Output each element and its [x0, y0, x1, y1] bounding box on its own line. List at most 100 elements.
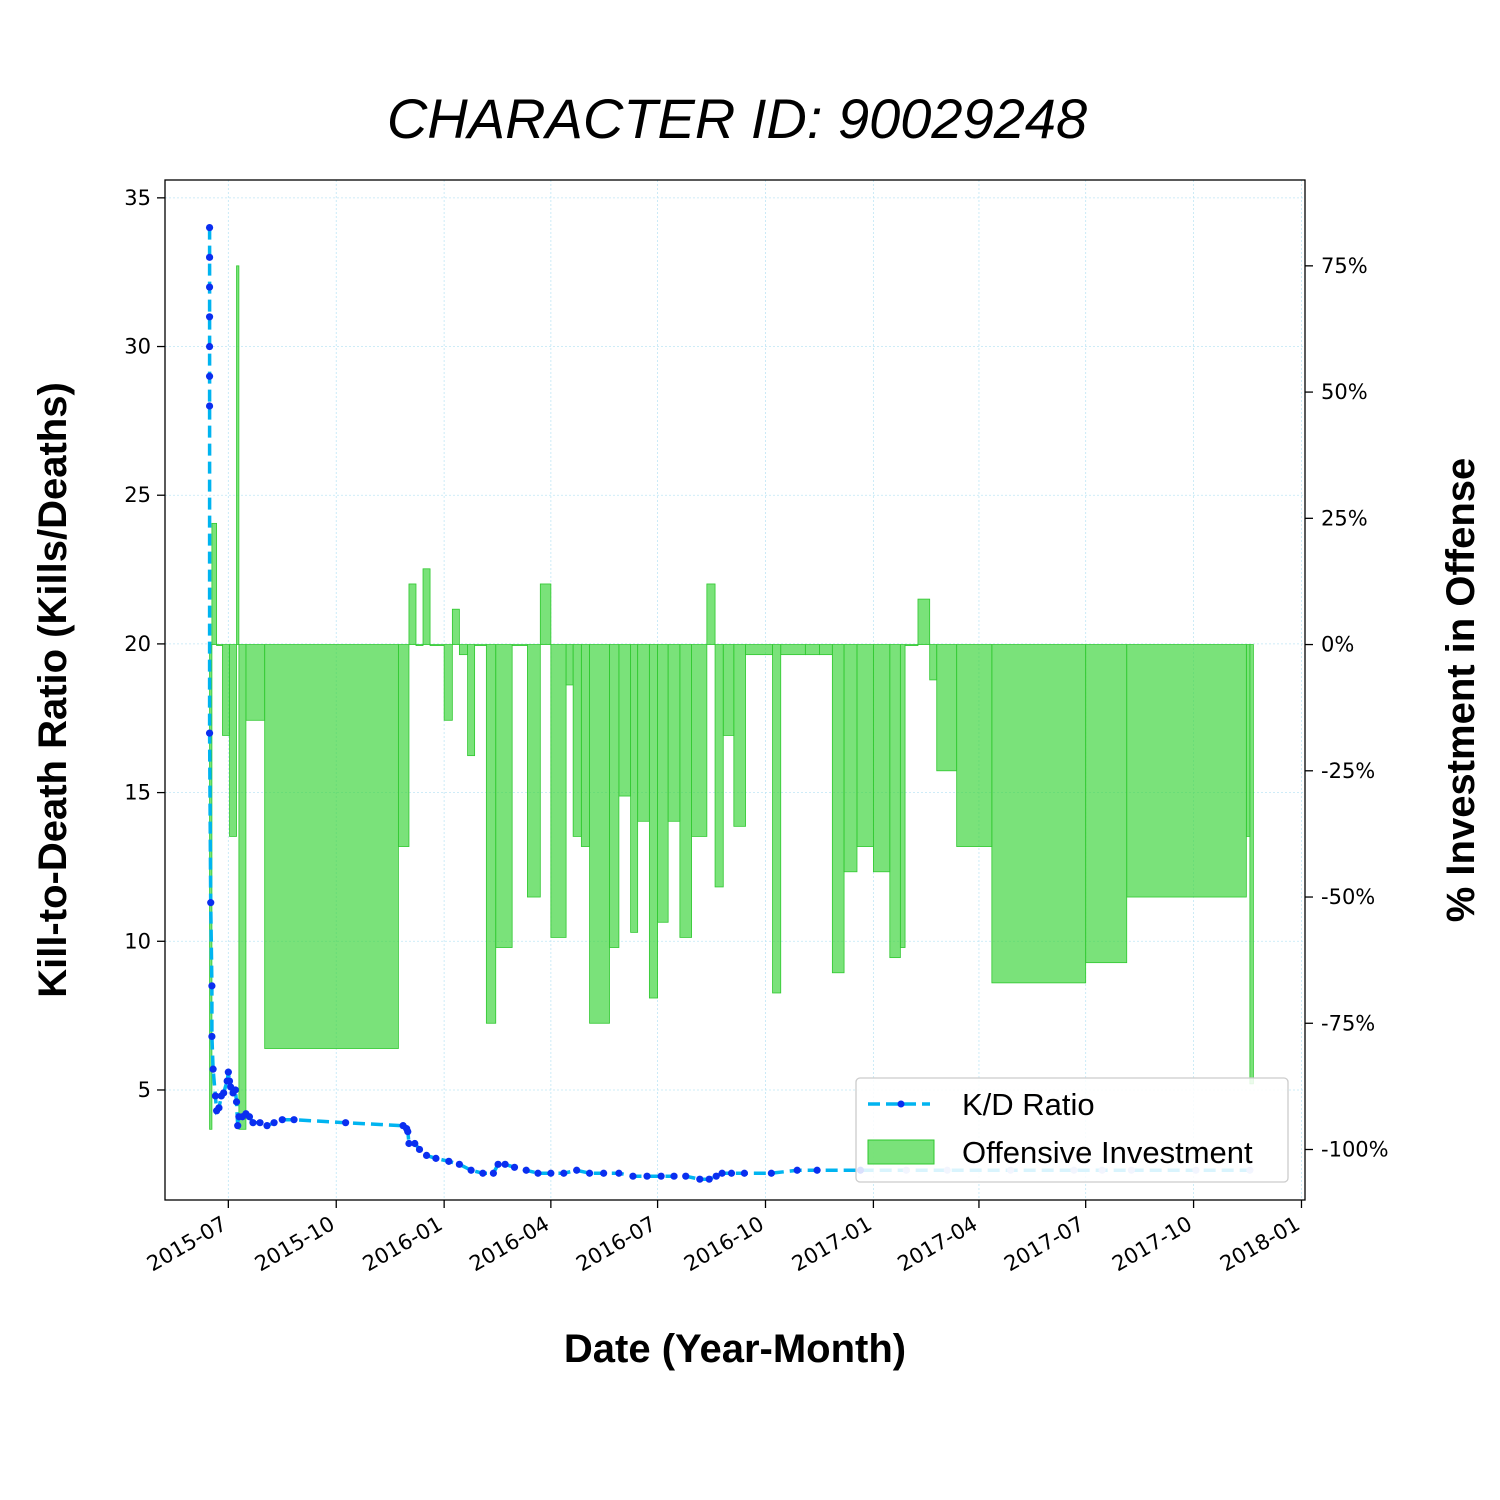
investment-step: [691, 644, 708, 837]
kd-ratio-point: [205, 283, 214, 291]
kd-ratio-point: [455, 1160, 463, 1168]
kd-ratio-point: [547, 1169, 555, 1177]
investment-step: [443, 644, 453, 721]
investment-step: [216, 644, 223, 646]
investment-step: [899, 644, 906, 948]
kd-ratio-point: [422, 1151, 431, 1159]
kd-ratio-point: [793, 1166, 801, 1174]
kd-ratio-point: [560, 1169, 568, 1177]
y-tick-label: 20: [124, 632, 151, 656]
investment-step: [956, 644, 993, 847]
investment-step: [451, 608, 460, 645]
investment-area-group: [209, 265, 1254, 1130]
investment-step: [657, 644, 669, 923]
kd-ratio-point: [445, 1157, 453, 1165]
legend-investment-swatch: [867, 1139, 935, 1165]
kd-ratio-point: [629, 1172, 637, 1180]
investment-step: [872, 644, 891, 873]
investment-step: [889, 644, 901, 959]
investment-step: [637, 644, 650, 822]
investment-step: [429, 644, 445, 646]
kd-ratio-point: [207, 899, 215, 907]
kd-ratio-point: [209, 1065, 217, 1073]
kd-ratio-point: [740, 1169, 748, 1177]
kd-ratio-point: [270, 1119, 278, 1127]
kd-ratio-point: [256, 1119, 264, 1127]
investment-step: [917, 598, 931, 645]
kd-ratio-point: [712, 1172, 720, 1180]
legend-label-offensive-investment: Offensive Investment: [962, 1135, 1253, 1170]
investment-step: [714, 644, 724, 888]
kd-ratio-point: [232, 1098, 241, 1106]
kd-ratio-point: [615, 1169, 623, 1177]
investment-step: [648, 644, 658, 999]
x-axis-label: Date (Year-Month): [564, 1327, 906, 1371]
kd-ratio-point: [205, 729, 214, 737]
kd-ratio-point: [696, 1175, 704, 1183]
y-tick-label: 5: [138, 1078, 151, 1102]
kd-ratio-point: [510, 1163, 519, 1171]
legend-frame: [855, 1077, 1289, 1183]
kd-ratio-point: [205, 223, 214, 232]
kd-ratio-point: [705, 1175, 713, 1183]
investment-step: [408, 583, 417, 645]
y-tick-label: 35: [124, 186, 151, 210]
kd-ratio-point: [245, 1113, 254, 1121]
kd-ratio-point: [205, 313, 214, 321]
kd-ratio-point: [220, 1089, 228, 1097]
kd-ratio-point: [411, 1139, 419, 1148]
investment-step: [238, 644, 247, 1130]
investment-step: [609, 644, 620, 948]
kd-ratio-point: [643, 1172, 651, 1180]
investment-step: [991, 644, 1087, 984]
investment-step: [245, 644, 266, 721]
investment-step: [936, 644, 958, 772]
legend-kd-marker-swatch: [897, 1100, 905, 1108]
y-tick-label: 25: [124, 483, 151, 507]
plot-frame: [164, 179, 1306, 1201]
investment-step: [565, 644, 574, 686]
y2-axis-label: % Investment in Offense: [1439, 458, 1483, 923]
y-tick-label: 10: [124, 929, 151, 953]
kd-ratio-point: [600, 1169, 608, 1177]
kd-ratio-point: [215, 1104, 223, 1112]
kd-ratio-point: [479, 1169, 487, 1177]
investment-step: [804, 644, 820, 656]
y2-tick-label: -50%: [1321, 885, 1375, 909]
kd-ratio-point: [727, 1169, 736, 1177]
investment-step: [904, 644, 919, 646]
kd-ratio-point: [208, 982, 216, 990]
investment-step: [572, 644, 582, 837]
investment-step: [539, 583, 552, 645]
investment-step: [415, 644, 424, 646]
kd-ratio-point: [404, 1128, 412, 1136]
investment-step: [780, 644, 806, 656]
legend-label-kd-ratio: K/D Ratio: [962, 1087, 1095, 1122]
kd-ratio-point: [467, 1166, 475, 1174]
investment-step: [856, 644, 874, 847]
investment-step: [630, 644, 639, 933]
investment-step: [929, 644, 938, 681]
investment-step: [222, 644, 230, 736]
kd-ratio-point: [278, 1116, 286, 1124]
y2-tick-label: -100%: [1321, 1138, 1389, 1162]
investment-step: [397, 644, 410, 847]
investment-step: [618, 644, 632, 797]
kd-ratio-point: [225, 1077, 234, 1085]
kd-ratio-point: [231, 1086, 239, 1094]
investment-step: [589, 644, 610, 1024]
investment-step: [831, 644, 845, 974]
kd-ratio-point: [208, 1032, 216, 1041]
kd-ratio-point: [290, 1116, 298, 1124]
investment-step: [495, 644, 513, 948]
kd-ratio-point: [205, 402, 214, 410]
investment-step: [1085, 644, 1128, 964]
y-tick-label: 30: [124, 335, 151, 359]
investment-step: [474, 644, 487, 646]
investment-step: [580, 644, 590, 847]
investment-step: [458, 644, 468, 656]
y2-tick-label: 75%: [1321, 254, 1368, 278]
kd-ratio-point: [585, 1169, 594, 1177]
